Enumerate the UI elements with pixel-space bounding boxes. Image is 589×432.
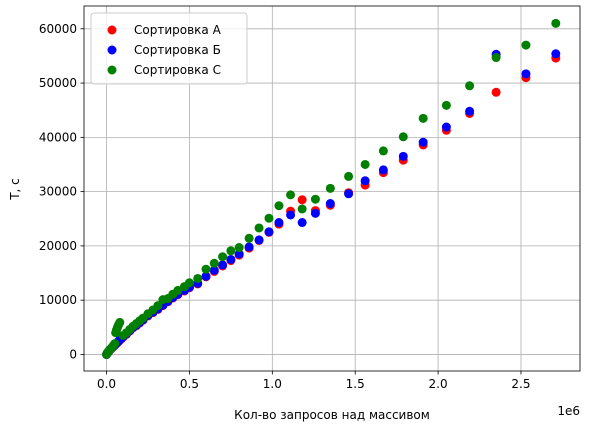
legend-label-series-c: Сортировка С (134, 63, 221, 77)
data-point (360, 159, 370, 169)
data-point (551, 18, 561, 28)
data-point (310, 194, 320, 204)
data-point (244, 233, 254, 243)
data-point (264, 227, 274, 237)
data-point (264, 213, 274, 223)
y-tick-label: 40000 (39, 130, 77, 144)
data-point (325, 183, 335, 193)
data-point (551, 49, 561, 59)
data-point (441, 100, 451, 110)
data-point (297, 204, 307, 214)
data-point (244, 242, 254, 252)
data-point (226, 246, 236, 256)
data-point (115, 317, 125, 327)
data-point (201, 264, 211, 274)
data-point (209, 265, 219, 275)
data-point (254, 235, 264, 245)
data-point (226, 254, 236, 264)
data-point (465, 81, 475, 91)
data-point (325, 199, 335, 209)
y-tick-label: 60000 (39, 22, 77, 36)
data-points (102, 18, 561, 359)
data-point (274, 218, 284, 228)
data-point (286, 190, 296, 200)
data-point (491, 87, 501, 97)
x-tick-label: 0.5 (180, 377, 199, 391)
data-point (378, 165, 388, 175)
data-point (398, 132, 408, 142)
legend-marker-series-b (107, 45, 117, 55)
legend-marker-series-a (107, 25, 117, 35)
x-tick-label: 2.5 (511, 377, 530, 391)
data-point (153, 301, 163, 311)
data-point (286, 210, 296, 220)
legend-box (90, 12, 248, 85)
data-point (418, 137, 428, 147)
data-point (193, 273, 203, 283)
data-point (234, 243, 244, 253)
data-point (297, 218, 307, 228)
data-point (310, 208, 320, 218)
y-tick-label: 50000 (39, 76, 77, 90)
data-point (491, 53, 501, 63)
data-point (465, 106, 475, 116)
y-tick-label: 20000 (39, 239, 77, 253)
legend-marker-series-c (107, 65, 117, 75)
series-series-c (102, 18, 561, 359)
legend-label-series-a: Сортировка А (134, 23, 222, 37)
data-point (209, 258, 219, 268)
data-point (521, 40, 531, 50)
x-tick-label: 1.5 (346, 377, 365, 391)
data-point (173, 285, 183, 295)
axes: 0.0 0.5 1.0 1.5 2.0 2.5 0 10000 20000 30000 40000 5… (39, 22, 531, 391)
data-point (441, 122, 451, 132)
x-axis-offset-label: 1e6 (557, 404, 580, 418)
y-tick-label: 0 (69, 347, 77, 361)
data-point (218, 260, 228, 270)
data-point (360, 176, 370, 186)
y-tick-label: 10000 (39, 293, 77, 307)
data-point (234, 249, 244, 259)
data-point (297, 195, 307, 205)
data-point (218, 252, 228, 262)
data-point (274, 201, 284, 211)
data-point (378, 146, 388, 156)
data-point (418, 113, 428, 123)
legend: Сортировка А Сортировка Б Сортировка С (90, 12, 248, 85)
plot-frame (83, 5, 581, 372)
x-tick-label: 1.0 (263, 377, 282, 391)
y-axis-label: T, c (8, 178, 22, 201)
legend-label-series-b: Сортировка Б (134, 43, 221, 57)
x-tick-label: 2.0 (429, 377, 448, 391)
y-tick-label: 30000 (39, 185, 77, 199)
data-point (201, 271, 211, 281)
x-tick-label: 0.0 (97, 377, 116, 391)
data-point (344, 171, 354, 181)
data-point (110, 339, 120, 349)
x-axis-label: Кол-во запросов над массивом (234, 408, 430, 422)
data-point (521, 69, 531, 79)
data-point (398, 151, 408, 161)
data-point (254, 223, 264, 233)
data-point (344, 189, 354, 199)
data-point (184, 278, 194, 288)
